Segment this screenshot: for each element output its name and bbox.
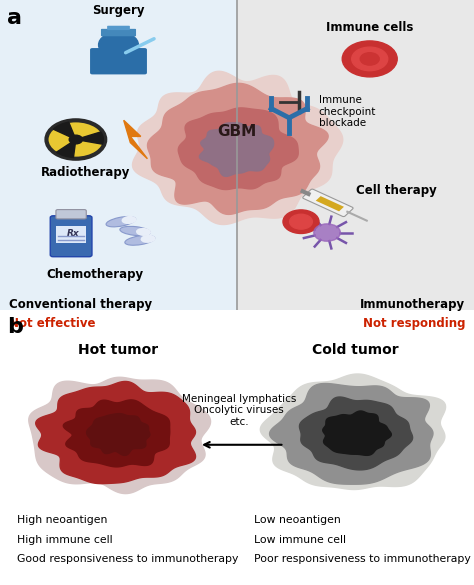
- FancyBboxPatch shape: [90, 48, 147, 74]
- Text: Chemotherapy: Chemotherapy: [46, 268, 143, 281]
- FancyBboxPatch shape: [0, 0, 237, 310]
- FancyBboxPatch shape: [237, 0, 474, 310]
- Polygon shape: [29, 377, 210, 494]
- Text: Good responsiveness to immunotherapy: Good responsiveness to immunotherapy: [17, 555, 238, 565]
- Text: High neoantigen: High neoantigen: [17, 515, 107, 525]
- FancyBboxPatch shape: [316, 196, 344, 211]
- Polygon shape: [178, 108, 298, 190]
- Text: Immune
checkpoint
blockade: Immune checkpoint blockade: [319, 95, 376, 128]
- Wedge shape: [82, 132, 103, 144]
- Text: High immune cell: High immune cell: [17, 535, 112, 545]
- Circle shape: [352, 47, 388, 71]
- Circle shape: [283, 210, 319, 233]
- Circle shape: [314, 224, 340, 241]
- Polygon shape: [64, 400, 170, 467]
- Ellipse shape: [121, 216, 137, 224]
- Circle shape: [69, 135, 82, 144]
- Text: Rx: Rx: [66, 229, 79, 238]
- Ellipse shape: [141, 235, 155, 243]
- Text: a: a: [7, 8, 22, 27]
- Text: Conventional therapy: Conventional therapy: [9, 298, 152, 311]
- Circle shape: [290, 214, 312, 229]
- Polygon shape: [300, 397, 412, 470]
- FancyBboxPatch shape: [101, 29, 136, 36]
- Polygon shape: [36, 381, 195, 484]
- Text: Hot tumor: Hot tumor: [78, 343, 159, 357]
- FancyBboxPatch shape: [50, 216, 92, 257]
- Text: Meningeal lymphatics
Oncolytic viruses
etc.: Meningeal lymphatics Oncolytic viruses e…: [182, 394, 297, 427]
- Polygon shape: [270, 384, 433, 484]
- Wedge shape: [53, 122, 74, 137]
- Polygon shape: [260, 374, 446, 490]
- Text: Cold tumor: Cold tumor: [312, 343, 399, 357]
- Wedge shape: [56, 143, 75, 157]
- Text: GBM: GBM: [218, 124, 256, 139]
- Circle shape: [342, 41, 397, 77]
- Text: b: b: [7, 317, 23, 337]
- FancyBboxPatch shape: [107, 26, 130, 30]
- Text: Not responding: Not responding: [363, 317, 465, 330]
- Text: Low immune cell: Low immune cell: [254, 535, 346, 545]
- Ellipse shape: [106, 216, 136, 227]
- Circle shape: [360, 53, 379, 65]
- Polygon shape: [124, 121, 147, 159]
- Circle shape: [99, 32, 138, 58]
- Polygon shape: [133, 71, 343, 225]
- Text: Immune cells: Immune cells: [326, 21, 413, 34]
- Polygon shape: [323, 411, 392, 455]
- Text: Radiotherapy: Radiotherapy: [41, 166, 130, 179]
- Polygon shape: [200, 123, 273, 176]
- Text: Poor responsiveness to immunotherapy: Poor responsiveness to immunotherapy: [254, 555, 470, 565]
- Text: Immunotherapy: Immunotherapy: [360, 298, 465, 311]
- Text: Surgery: Surgery: [92, 4, 145, 17]
- Ellipse shape: [136, 228, 151, 236]
- Polygon shape: [87, 414, 150, 456]
- Text: Low neoantigen: Low neoantigen: [254, 515, 340, 525]
- FancyBboxPatch shape: [303, 189, 353, 216]
- Text: Not effective: Not effective: [9, 317, 95, 330]
- Text: Cell therapy: Cell therapy: [356, 184, 436, 197]
- FancyBboxPatch shape: [56, 209, 86, 219]
- Ellipse shape: [120, 226, 150, 236]
- Ellipse shape: [125, 235, 155, 245]
- Polygon shape: [147, 83, 328, 214]
- Circle shape: [46, 121, 105, 159]
- FancyBboxPatch shape: [56, 226, 86, 243]
